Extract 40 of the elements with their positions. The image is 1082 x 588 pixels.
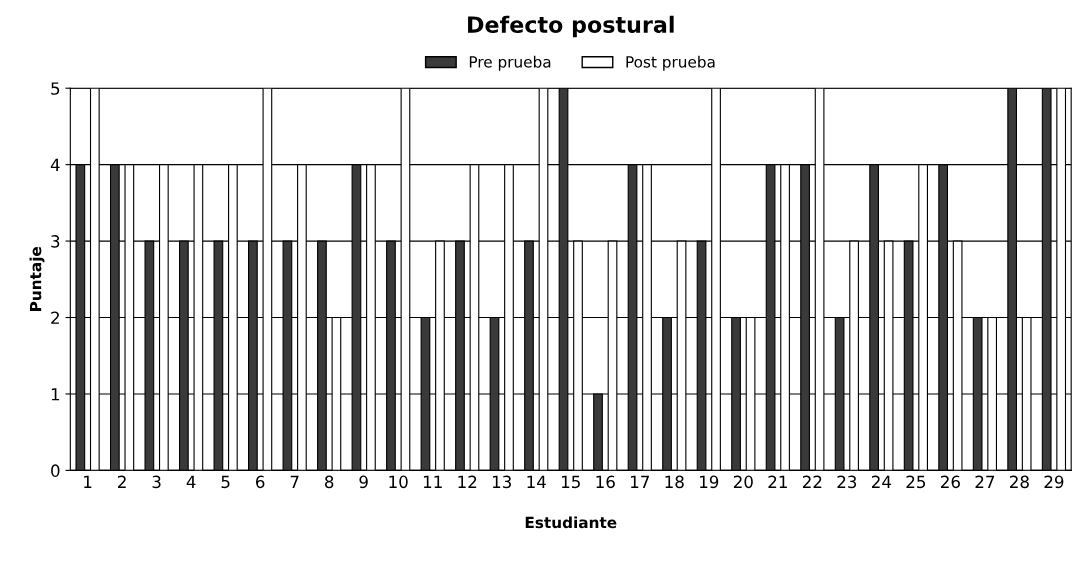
y-tick-label: 3 [51,235,60,248]
x-axis-title: Estudiante [525,516,617,529]
x-tick-label: 10 [389,475,408,489]
x-tick-label: 14 [527,475,546,488]
x-tick-label: 12 [458,475,477,488]
x-tick-label: 6 [256,475,265,489]
x-tick-label: 18 [665,475,684,489]
x-tick-label: 1 [84,475,92,488]
x-tick-label: 9 [359,475,368,489]
x-tick-label: 11 [423,475,442,488]
chart-title: Defecto postural [468,15,674,38]
x-tick-label: 27 [975,475,995,488]
x-tick-label: 8 [325,475,334,489]
x-tick-label: 13 [492,475,511,489]
y-tick-label: 0 [51,464,60,477]
legend-label: Pre prueba [469,55,551,71]
x-tick-label: 28 [1010,475,1029,489]
x-tick-label: 15 [561,475,580,489]
x-tick-label: 21 [768,475,787,488]
x-tick-label: 24 [871,475,892,488]
x-tick-label: 2 [118,475,126,488]
y-tick-label: 4 [50,158,60,171]
x-tick-label: 19 [700,475,719,489]
x-tick-label: 23 [837,475,857,489]
x-tick-label: 7 [290,475,299,488]
x-tick-label: 26 [941,475,960,489]
x-tick-label: 29 [1044,475,1064,489]
y-tick-label: 1 [51,388,60,401]
y-axis-title: Puntaje [29,246,45,311]
legend-label: Post prueba [626,55,715,71]
x-tick-label: 20 [733,475,753,489]
y-tick-label: 2 [51,311,59,324]
x-tick-label: 25 [906,475,926,489]
x-tick-label: 17 [631,475,649,488]
x-tick-label: 3 [152,475,161,489]
x-tick-label: 16 [596,475,615,489]
x-tick-label: 5 [221,475,230,489]
x-tick-label: 4 [186,475,196,488]
x-tick-label: 22 [802,475,822,488]
y-tick-label: 5 [51,82,60,95]
